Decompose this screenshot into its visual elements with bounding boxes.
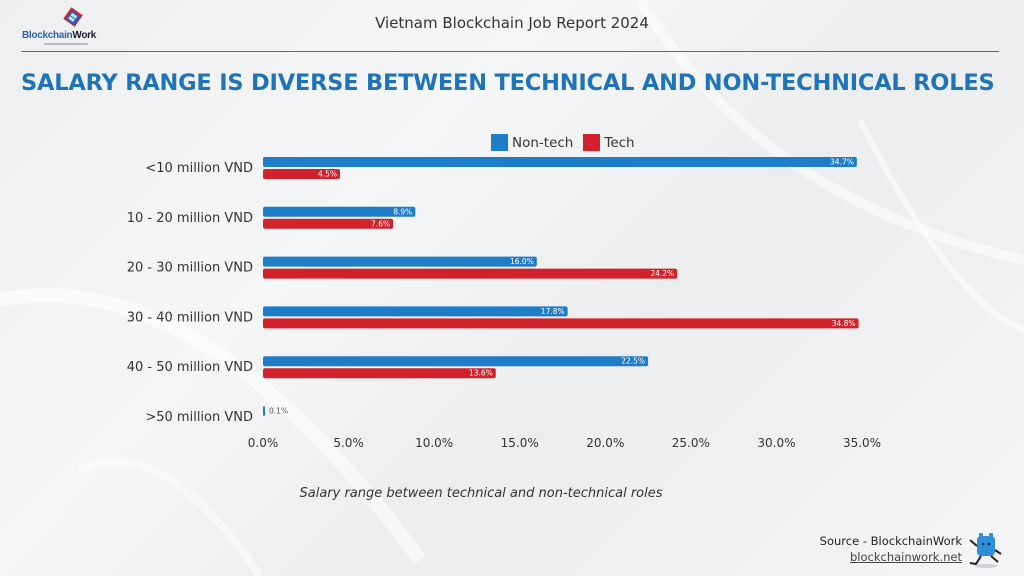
x-tick-label: 35.0% bbox=[843, 436, 881, 450]
data-label: 17.8% bbox=[541, 307, 565, 316]
brand-name-part2: Work bbox=[72, 30, 96, 41]
bar-nontech[interactable] bbox=[263, 356, 649, 367]
chart-caption: Salary range between technical and non-t… bbox=[299, 486, 663, 501]
x-tick-label: 15.0% bbox=[501, 436, 539, 450]
category-label: 10 - 20 million VND bbox=[127, 211, 253, 226]
bar-nontech[interactable] bbox=[263, 306, 568, 317]
x-tick-label: 0.0% bbox=[248, 436, 279, 450]
category-label: 30 - 40 million VND bbox=[127, 310, 253, 325]
legend-label-nontech: Non-tech bbox=[512, 134, 574, 151]
source-block: Source - BlockchainWork blockchainwork.n… bbox=[820, 533, 962, 565]
report-title: Vietnam Blockchain Job Report 2024 bbox=[375, 14, 649, 32]
source-link[interactable]: blockchainwork.net bbox=[849, 550, 962, 564]
x-tick-label: 10.0% bbox=[415, 436, 453, 450]
x-tick-label: 5.0% bbox=[333, 436, 364, 450]
category-label: >50 million VND bbox=[145, 410, 253, 425]
data-label: 22.5% bbox=[621, 357, 645, 366]
chart-legend: Non-tech Tech bbox=[491, 134, 639, 151]
bar-nontech[interactable] bbox=[263, 157, 857, 167]
x-tick-label: 30.0% bbox=[757, 436, 795, 450]
legend-swatch-nontech bbox=[491, 134, 508, 151]
data-label: 24.2% bbox=[650, 269, 674, 278]
brand-logo[interactable]: BlockchainWork bbox=[22, 4, 102, 48]
legend-item-nontech[interactable]: Non-tech bbox=[491, 134, 573, 151]
category-label: <10 million VND bbox=[145, 161, 253, 176]
data-label: 4.5% bbox=[318, 170, 337, 179]
legend-item-tech[interactable]: Tech bbox=[583, 134, 635, 151]
x-tick-label: 20.0% bbox=[586, 436, 624, 450]
data-label: 16.0% bbox=[510, 257, 534, 266]
data-label: 13.6% bbox=[469, 369, 493, 378]
bar-tech[interactable] bbox=[263, 268, 678, 279]
brand-tagline bbox=[44, 43, 88, 45]
data-label: 8.9% bbox=[393, 207, 412, 216]
legend-label-tech: Tech bbox=[604, 134, 635, 151]
bar-tech[interactable] bbox=[263, 368, 496, 379]
data-label: 7.6% bbox=[371, 219, 390, 228]
page-headline: SALARY RANGE IS DIVERSE BETWEEN TECHNICA… bbox=[21, 70, 995, 96]
data-label: 34.8% bbox=[832, 319, 856, 328]
data-label: 0.1% bbox=[269, 407, 288, 416]
source-text: Source - BlockchainWork bbox=[819, 534, 962, 548]
brand-name: BlockchainWork bbox=[22, 30, 96, 41]
bar-tech[interactable] bbox=[263, 218, 394, 229]
x-tick-label: 25.0% bbox=[672, 436, 710, 450]
bar-nontech[interactable] bbox=[263, 406, 265, 416]
bar-nontech[interactable] bbox=[263, 256, 537, 267]
bar-tech[interactable] bbox=[263, 318, 859, 329]
category-label: 40 - 50 million VND bbox=[127, 360, 253, 375]
mascot-icon bbox=[969, 533, 1002, 568]
legend-swatch-tech bbox=[583, 134, 601, 151]
bar-tech[interactable] bbox=[263, 169, 341, 179]
bar-nontech[interactable] bbox=[263, 206, 416, 217]
brand-name-part1: Blockchain bbox=[22, 30, 73, 41]
category-label: 20 - 30 million VND bbox=[127, 261, 253, 276]
header-divider bbox=[21, 51, 999, 52]
blockchainwork-logo-icon bbox=[63, 7, 83, 27]
data-label: 34.7% bbox=[830, 158, 854, 167]
